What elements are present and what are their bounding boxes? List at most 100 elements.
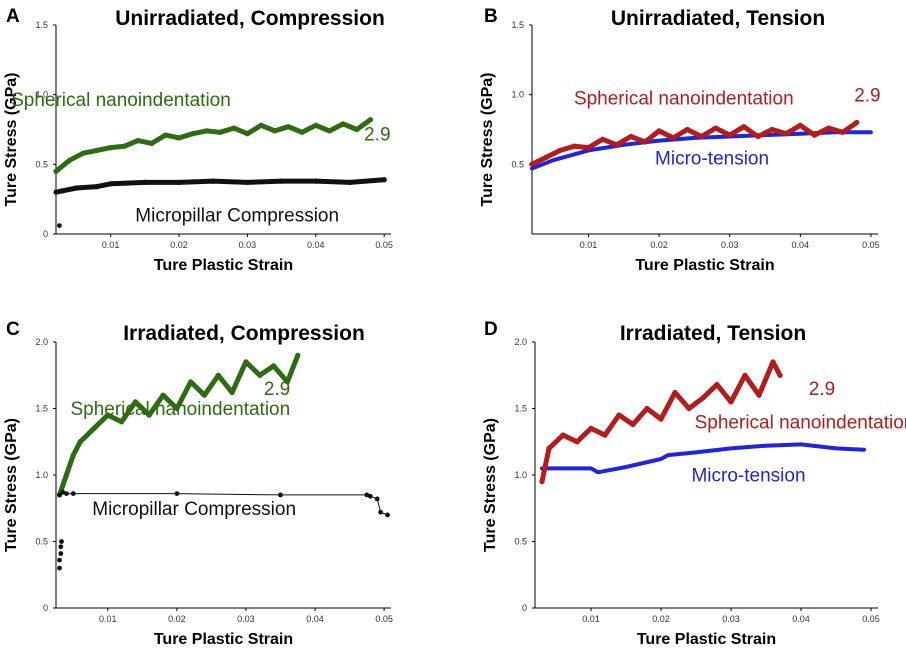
x-tick-label: 0.05 bbox=[375, 240, 393, 250]
data-point bbox=[769, 126, 775, 133]
data-point bbox=[755, 133, 761, 140]
data-point bbox=[797, 122, 803, 128]
data-point bbox=[614, 142, 620, 148]
y-tick-label: 1.0 bbox=[35, 90, 48, 100]
data-point bbox=[176, 135, 182, 141]
x-tick-label: 0.02 bbox=[652, 614, 670, 624]
panel-letter: D bbox=[484, 319, 498, 340]
data-point bbox=[686, 405, 692, 412]
y-tick-label: 0.5 bbox=[35, 159, 48, 169]
chart-panel-d: D Irradiated, Tension 0.01 0.02 0.03 0.04 0.05… bbox=[482, 319, 906, 648]
data-point bbox=[602, 432, 608, 438]
chart-panel-c: C Irradiated, Compression 0.01 0.02 0.03 0.04… bbox=[3, 319, 393, 648]
y-tick-label: 1.0 bbox=[35, 470, 48, 480]
data-point bbox=[529, 161, 535, 167]
data-point bbox=[67, 157, 73, 163]
annotation-label: Micro-tension bbox=[691, 466, 805, 487]
x-tick-label: 0.05 bbox=[862, 614, 880, 624]
series-spherical-nanoindentation bbox=[53, 117, 374, 174]
annotation-label: Micropillar Compression bbox=[135, 205, 339, 226]
data-point bbox=[347, 179, 353, 185]
data-point bbox=[616, 412, 622, 418]
x-tick-label: 0.05 bbox=[375, 614, 393, 624]
data-point bbox=[53, 168, 59, 174]
panel-letter: C bbox=[6, 319, 20, 340]
data-point bbox=[243, 359, 249, 365]
series-spherical-nanoindentation bbox=[539, 359, 783, 485]
x-tick-label: 0.03 bbox=[721, 240, 739, 250]
x-tick-label: 0.04 bbox=[306, 614, 324, 624]
data-point bbox=[543, 154, 549, 160]
x-tick-label: 0.02 bbox=[170, 240, 188, 250]
y-tick-label: 1.0 bbox=[514, 470, 527, 480]
data-point bbox=[770, 359, 776, 365]
data-point bbox=[203, 128, 209, 134]
data-point bbox=[557, 147, 563, 153]
x-tick-label: 0.04 bbox=[307, 240, 325, 250]
data-point bbox=[279, 178, 285, 184]
y-axis-label: Ture Stress (GPa) bbox=[3, 73, 20, 207]
data-point bbox=[272, 128, 278, 134]
data-point bbox=[229, 389, 235, 396]
data-point bbox=[77, 439, 83, 445]
data-point bbox=[644, 405, 650, 412]
data-point bbox=[284, 379, 290, 385]
data-point bbox=[53, 189, 59, 195]
data-point bbox=[174, 491, 180, 496]
data-point bbox=[367, 493, 373, 499]
data-point bbox=[91, 425, 97, 431]
chart-panel-a: A Unirradiated, Compression 0.01 0.02 0.03 0.… bbox=[3, 6, 393, 274]
chart-title: Irradiated, Tension bbox=[620, 322, 806, 345]
annotation-label: Spherical nanoindentation bbox=[70, 399, 290, 420]
data-point bbox=[244, 131, 250, 137]
annotation-label: Spherical nanoindentation bbox=[11, 90, 231, 111]
y-tick-label: 1.5 bbox=[514, 404, 527, 414]
data-point bbox=[546, 445, 552, 451]
data-point bbox=[295, 352, 301, 358]
data-point bbox=[658, 416, 664, 422]
data-point bbox=[742, 372, 748, 378]
series-line bbox=[53, 117, 373, 174]
data-point bbox=[108, 145, 114, 151]
data-point bbox=[840, 129, 846, 135]
y-tick-label: 0 bbox=[43, 229, 48, 239]
y-tick-label: 1.5 bbox=[511, 20, 524, 30]
data-point bbox=[326, 128, 333, 134]
data-point bbox=[628, 133, 634, 140]
data-point bbox=[381, 177, 387, 183]
x-axis-label: Ture Plastic Strain bbox=[154, 631, 293, 648]
data-point bbox=[217, 129, 223, 135]
data-point bbox=[257, 372, 263, 378]
data-point bbox=[684, 126, 690, 133]
data-point bbox=[600, 136, 606, 142]
data-point bbox=[201, 392, 208, 398]
data-point bbox=[176, 179, 182, 185]
series-micro-tension bbox=[540, 442, 866, 475]
x-axis-label: Ture Plastic Strain bbox=[635, 257, 774, 274]
data-point bbox=[713, 125, 719, 131]
data-point bbox=[278, 492, 283, 498]
data-point bbox=[378, 509, 383, 515]
y-tick-label: 0.5 bbox=[511, 159, 524, 169]
data-point bbox=[698, 133, 705, 140]
y-tick-label: 0.5 bbox=[514, 537, 527, 547]
annotation-label: Micro-tension bbox=[655, 148, 769, 169]
data-point bbox=[727, 132, 733, 138]
y-tick-label: 1.0 bbox=[511, 90, 524, 100]
x-axis-label: Ture Plastic Strain bbox=[637, 631, 776, 648]
data-point bbox=[60, 188, 66, 194]
data-point bbox=[630, 421, 636, 428]
data-point bbox=[741, 124, 747, 130]
data-point bbox=[57, 557, 62, 563]
data-point bbox=[160, 392, 166, 398]
data-point bbox=[80, 150, 86, 156]
x-tick-label: 0.02 bbox=[650, 240, 668, 250]
data-point bbox=[108, 181, 114, 187]
y-tick-label: 2.0 bbox=[514, 337, 527, 347]
annotation-label: 2.9 bbox=[809, 379, 835, 400]
x-tick-label: 0.05 bbox=[862, 240, 880, 250]
data-point bbox=[700, 395, 706, 401]
data-point bbox=[244, 179, 250, 185]
data-point bbox=[354, 126, 360, 133]
data-point bbox=[777, 372, 783, 378]
